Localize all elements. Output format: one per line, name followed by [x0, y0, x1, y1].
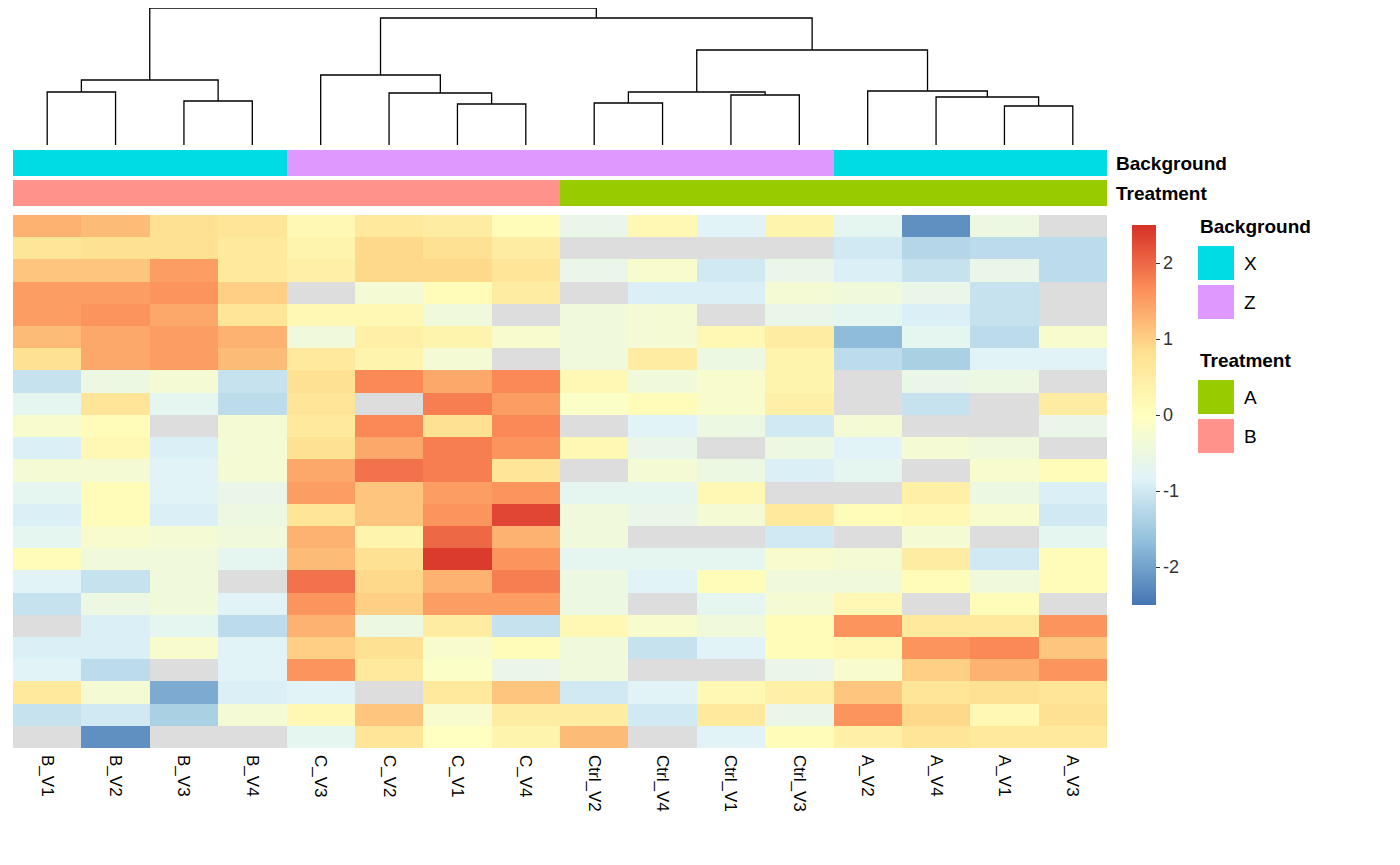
svg-text:Z: Z: [1244, 292, 1256, 313]
svg-text:Treatment: Treatment: [1200, 350, 1291, 371]
svg-text:-2: -2: [1163, 557, 1179, 577]
svg-text:Background: Background: [1200, 216, 1311, 237]
svg-text:B: B: [1244, 426, 1257, 447]
svg-text:Ctrl_V2: Ctrl_V2: [585, 755, 604, 812]
svg-text:X: X: [1244, 253, 1257, 274]
svg-text:Ctrl_V1: Ctrl_V1: [721, 755, 740, 812]
svg-text:C_V4: C_V4: [516, 755, 535, 798]
svg-text:B_V2: B_V2: [106, 755, 125, 797]
svg-text:A_V1: A_V1: [995, 755, 1014, 797]
svg-text:C_V3: C_V3: [311, 755, 330, 798]
svg-text:C_V1: C_V1: [448, 755, 467, 798]
svg-text:A_V3: A_V3: [1063, 755, 1082, 797]
svg-text:A_V2: A_V2: [858, 755, 877, 797]
svg-text:C_V2: C_V2: [380, 755, 399, 798]
svg-text:Ctrl_V3: Ctrl_V3: [790, 755, 809, 812]
svg-text:A_V4: A_V4: [927, 755, 946, 797]
svg-text:Background: Background: [1116, 153, 1227, 174]
svg-text:1: 1: [1163, 329, 1173, 349]
svg-text:Ctrl_V4: Ctrl_V4: [653, 755, 672, 812]
svg-text:-1: -1: [1163, 481, 1179, 501]
svg-text:B_V1: B_V1: [38, 755, 57, 797]
svg-text:B_V4: B_V4: [243, 755, 262, 797]
svg-text:A: A: [1244, 387, 1257, 408]
svg-text:B_V3: B_V3: [174, 755, 193, 797]
svg-text:Treatment: Treatment: [1116, 183, 1207, 204]
svg-text:0: 0: [1163, 405, 1173, 425]
svg-text:2: 2: [1163, 253, 1173, 273]
